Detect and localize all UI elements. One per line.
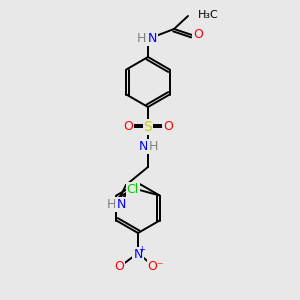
Text: O⁻: O⁻: [148, 260, 164, 272]
Text: H₃C: H₃C: [198, 10, 219, 20]
Text: O: O: [163, 121, 173, 134]
Text: N: N: [147, 32, 157, 44]
Text: O: O: [123, 121, 133, 134]
Text: S: S: [144, 120, 152, 134]
Text: N: N: [116, 197, 126, 211]
Text: Cl: Cl: [127, 183, 139, 196]
Text: O: O: [114, 260, 124, 272]
Text: N: N: [138, 140, 148, 152]
Text: H: H: [148, 140, 158, 152]
Text: O: O: [193, 28, 203, 41]
Text: H: H: [106, 197, 116, 211]
Text: H: H: [136, 32, 146, 44]
Text: N: N: [133, 248, 143, 260]
Text: +: +: [139, 245, 145, 254]
